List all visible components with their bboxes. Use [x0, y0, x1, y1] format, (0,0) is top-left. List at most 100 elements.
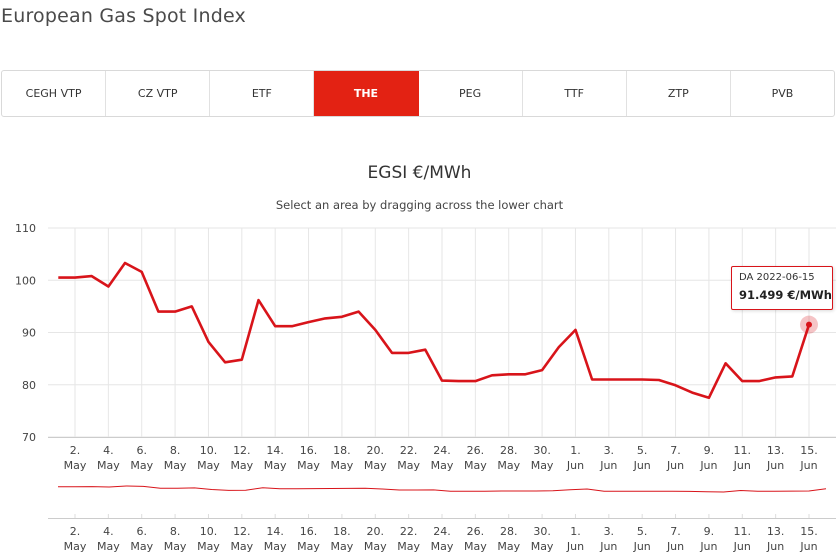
x-tick-label: May — [531, 459, 554, 472]
chart-tooltip: DA 2022-06-15 91.499 €/MWh — [731, 266, 833, 310]
data-point — [589, 377, 595, 383]
y-tick-label: 80 — [22, 379, 36, 392]
x-tick-label: 6. — [136, 525, 147, 538]
x-tick-label: Jun — [799, 459, 817, 472]
x-tick-label: 20. — [367, 444, 385, 457]
x-tick-label: Jun — [566, 540, 584, 553]
market-tabs: CEGH VTP CZ VTP ETF THE PEG TTF ZTP PVB — [1, 70, 835, 117]
x-tick-label: Jun — [666, 459, 684, 472]
x-tick-label: 13. — [767, 444, 785, 457]
data-point — [739, 378, 745, 384]
x-tick-label: 7. — [670, 525, 681, 538]
x-tick-label: May — [431, 459, 454, 472]
data-point — [306, 319, 312, 325]
navigator-series-layer — [58, 485, 827, 493]
x-tick-label: 6. — [136, 444, 147, 457]
x-tick-label: 5. — [637, 444, 648, 457]
x-tick-label: May — [431, 540, 454, 553]
data-point — [522, 371, 528, 377]
x-tick-label: 4. — [103, 525, 114, 538]
data-point — [723, 360, 729, 366]
x-tick-label: 1. — [570, 525, 581, 538]
data-point — [639, 377, 645, 383]
x-tick-label: May — [297, 459, 320, 472]
x-tick-label: Jun — [666, 540, 684, 553]
data-point — [322, 315, 328, 321]
x-tick-label: 30. — [533, 525, 551, 538]
x-tick-label: 8. — [170, 525, 181, 538]
data-point — [89, 273, 95, 279]
x-tick-label: Jun — [599, 459, 617, 472]
x-tick-label: 4. — [103, 444, 114, 457]
data-point — [289, 323, 295, 329]
tab-cegh-vtp[interactable]: CEGH VTP — [2, 71, 107, 116]
x-tick-label: 15. — [800, 444, 818, 457]
data-point — [456, 378, 462, 384]
hover-point — [806, 321, 812, 328]
x-tick-label: Jun — [733, 459, 751, 472]
tab-etf[interactable]: ETF — [210, 71, 315, 116]
tab-the[interactable]: THE — [314, 71, 419, 116]
x-tick-label: 11. — [734, 444, 752, 457]
chart-subtitle: Select an area by dragging across the lo… — [275, 198, 564, 212]
x-tick-label: 13. — [767, 525, 785, 538]
data-point — [789, 373, 795, 379]
x-tick-label: 16. — [300, 525, 318, 538]
data-point — [72, 275, 78, 281]
x-tick-label: 24. — [433, 444, 451, 457]
x-tick-label: May — [264, 540, 287, 553]
data-point — [656, 377, 662, 383]
x-tick-label: May — [130, 459, 153, 472]
data-point — [139, 269, 145, 275]
main-plot-grid — [48, 227, 836, 438]
x-tick-label: 16. — [300, 444, 318, 457]
data-point — [239, 357, 245, 363]
navigator-series-line — [58, 485, 827, 493]
x-tick-label: 11. — [734, 525, 752, 538]
x-tick-label: 20. — [367, 525, 385, 538]
x-tick-label: Jun — [699, 459, 717, 472]
x-tick-label: May — [230, 540, 253, 553]
tab-peg[interactable]: PEG — [419, 71, 523, 116]
x-tick-label: 22. — [400, 444, 418, 457]
x-tick-label: May — [164, 540, 187, 553]
x-tick-label: 7. — [670, 444, 681, 457]
data-point — [205, 339, 211, 345]
x-tick-label: Jun — [799, 540, 817, 553]
x-tick-label: May — [197, 459, 220, 472]
x-tick-label: May — [97, 540, 120, 553]
data-point — [673, 382, 679, 388]
tab-ztp[interactable]: ZTP — [627, 71, 731, 116]
tab-cz-vtp[interactable]: CZ VTP — [106, 71, 211, 116]
x-tick-label: 3. — [604, 444, 615, 457]
tab-pvb[interactable]: PVB — [771, 87, 794, 100]
x-tick-label: May — [364, 459, 387, 472]
x-tick-label: Jun — [699, 540, 717, 553]
chart-title: EGSI €/MWh — [367, 163, 472, 183]
x-tick-label: May — [97, 459, 120, 472]
y-tick-label: 70 — [22, 431, 36, 444]
x-tick-label: 22. — [400, 525, 418, 538]
y-tick-label: 110 — [15, 222, 36, 235]
main-series-layer — [55, 261, 818, 400]
x-tick-label: 10. — [200, 525, 218, 538]
data-point — [356, 309, 362, 315]
x-tick-label: Jun — [633, 540, 651, 553]
data-point — [689, 390, 695, 396]
x-tick-label: 15. — [800, 525, 818, 538]
x-tick-label: 1. — [570, 444, 581, 457]
x-tick-label: May — [364, 540, 387, 553]
x-tick-label: 18. — [333, 525, 351, 538]
x-tick-label: May — [130, 540, 153, 553]
data-point — [55, 275, 61, 281]
x-tick-label: 12. — [233, 525, 251, 538]
x-tick-label: May — [264, 459, 287, 472]
series-line — [58, 261, 811, 400]
x-tick-label: Jun — [766, 540, 784, 553]
x-tick-label: 2. — [70, 444, 81, 457]
data-point — [572, 327, 578, 333]
data-point — [372, 327, 378, 333]
tab-ttf[interactable]: TTF — [523, 71, 627, 116]
x-tick-label: May — [331, 540, 354, 553]
